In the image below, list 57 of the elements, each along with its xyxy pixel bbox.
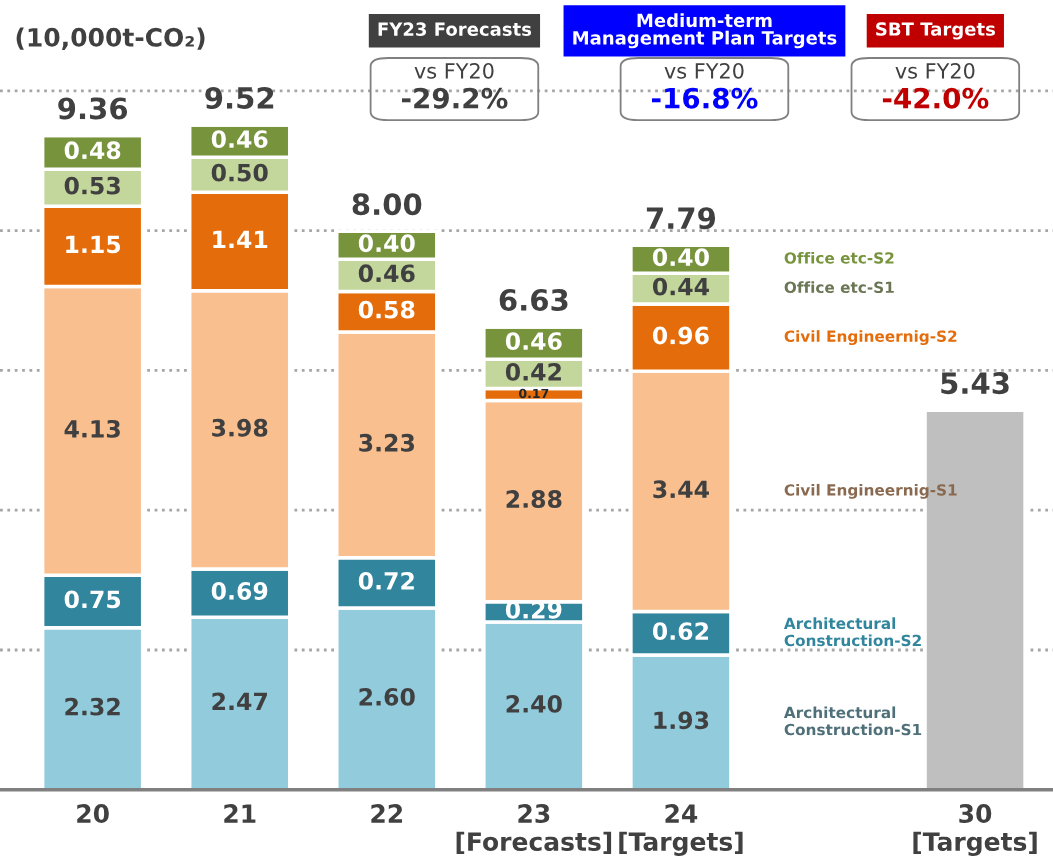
data-label: 0.44	[652, 277, 709, 296]
data-label: 1.93	[654, 711, 709, 730]
x-tick-label: 21	[224, 804, 256, 823]
data-label: 0.46	[358, 264, 415, 283]
data-label: 0.62	[652, 622, 708, 641]
data-label: 0.46	[211, 130, 268, 149]
annotation: vs FY20	[895, 62, 975, 79]
x-tick-label: 24 [Targets]	[619, 804, 743, 857]
data-label: 2.32	[65, 697, 120, 716]
data-label: 0.69	[211, 582, 268, 600]
data-label: 2.40	[506, 694, 562, 713]
annotation: vs FY20	[414, 62, 494, 79]
data-label: 1.41	[213, 230, 268, 248]
total-label: 9.36	[58, 97, 128, 120]
data-label: 0.17	[519, 388, 549, 399]
y-axis-title: (10,000t-CO₂)	[16, 27, 205, 50]
total-label: 6.63	[499, 288, 568, 311]
text: Office etc-S1	[784, 281, 894, 294]
total-label: 7.79	[646, 207, 716, 230]
annotation: -16.8%	[652, 87, 758, 109]
text: Architectural Construction-S1	[783, 706, 922, 736]
data-label: 0.50	[211, 163, 268, 182]
data-label: 3.98	[212, 418, 268, 437]
total-label: 5.43	[941, 372, 1009, 395]
data-label: 0.75	[64, 590, 121, 609]
text: Architectural Construction-S2	[783, 617, 921, 647]
annotation: vs FY20	[664, 62, 744, 79]
data-label: 2.88	[506, 490, 562, 508]
annotation: FY23 Forecasts	[378, 22, 532, 36]
data-label: 3.44	[653, 480, 709, 499]
data-label: 0.58	[358, 300, 415, 319]
total-label: 9.52	[205, 86, 274, 109]
x-tick-label: 23 [Forecasts]	[456, 804, 612, 854]
annotation: -42.0%	[882, 87, 989, 109]
text: Office etc-S2	[784, 251, 894, 264]
data-label: 0.72	[358, 571, 414, 590]
data-label: 0.48	[64, 141, 121, 160]
data-label: 0.40	[652, 248, 709, 267]
annotation: Medium-term Management Plan Targets	[573, 13, 837, 49]
data-label: 0.46	[505, 332, 562, 351]
data-label: 1.15	[66, 235, 121, 254]
text: Civil Engineernig-S2	[784, 330, 957, 346]
data-label: 2.60	[359, 687, 415, 706]
data-label: 4.13	[64, 419, 120, 438]
text: Civil Engineernig-S1	[784, 483, 957, 499]
data-label: 0.42	[505, 362, 561, 381]
annotation: SBT Targets	[876, 22, 995, 40]
x-tick-label: 30 [Targets]	[913, 804, 1037, 857]
data-label: 3.23	[359, 433, 415, 452]
x-tick-label: 20	[77, 804, 109, 824]
data-label: 0.53	[64, 176, 120, 195]
data-label: 2.47	[212, 692, 267, 710]
data-label: 0.96	[652, 326, 709, 345]
x-tick-label: 22	[371, 804, 403, 823]
total-label: 8.00	[352, 193, 422, 216]
annotation: -29.2%	[402, 87, 508, 109]
data-label: 0.40	[358, 234, 415, 253]
